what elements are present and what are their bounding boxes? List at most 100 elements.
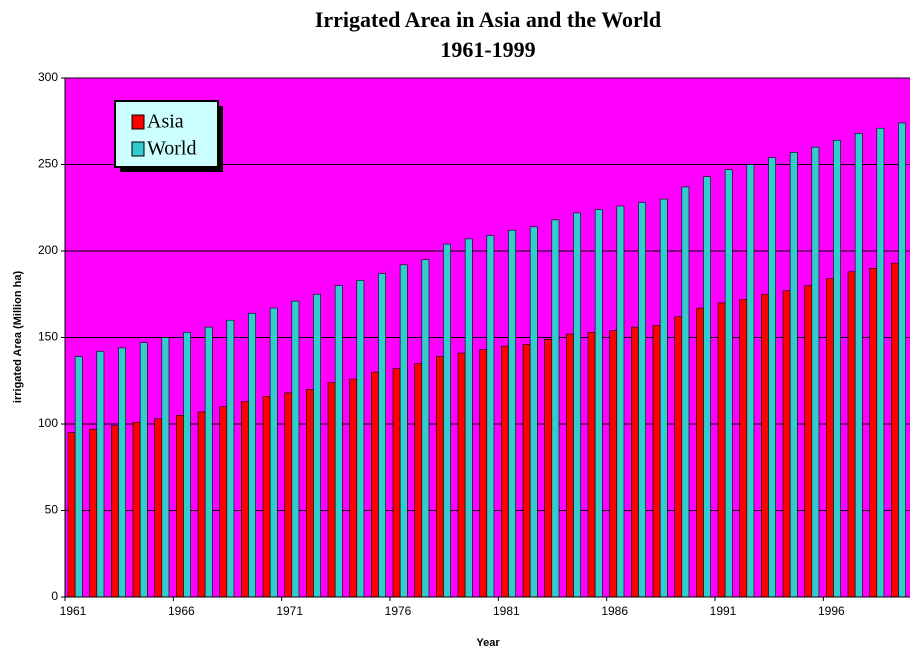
- bar: [833, 139, 841, 598]
- legend-swatch: [131, 141, 145, 157]
- bar: [443, 243, 451, 598]
- chart-subtitle: 1961-1999: [440, 37, 535, 62]
- bar: [139, 342, 148, 598]
- bar: [616, 205, 625, 598]
- bar: [761, 293, 769, 598]
- bar: [551, 219, 560, 598]
- x-tick-label: 1976: [385, 604, 412, 618]
- bar: [789, 152, 798, 598]
- bar: [334, 285, 343, 598]
- bar: [154, 418, 163, 598]
- bar: [89, 428, 98, 598]
- bar: [248, 312, 256, 598]
- bar: [132, 421, 141, 598]
- bar: [501, 345, 509, 598]
- bar: [399, 264, 408, 598]
- bar: [724, 169, 733, 598]
- bar: [284, 392, 293, 598]
- bar: [847, 271, 856, 598]
- x-tick-label: 1981: [493, 604, 520, 618]
- bar: [67, 432, 76, 598]
- y-tick-label: 300: [38, 70, 58, 84]
- bar: [436, 356, 444, 598]
- legend-label: Asia: [147, 111, 184, 133]
- y-tick-label: 100: [38, 416, 58, 430]
- bar: [204, 326, 213, 598]
- x-tick-label: 1961: [60, 604, 87, 618]
- bar: [392, 368, 401, 598]
- x-axis-label: Year: [476, 637, 500, 649]
- bar: [876, 127, 885, 598]
- bar: [522, 344, 531, 598]
- bar: [826, 278, 834, 598]
- bar: [479, 349, 488, 598]
- bar: [566, 333, 574, 598]
- bar: [457, 352, 466, 598]
- bar: [226, 319, 235, 598]
- bar: [811, 146, 820, 598]
- bar: [161, 337, 170, 598]
- bar: [508, 229, 516, 598]
- bar: [854, 133, 863, 598]
- bar: [327, 382, 336, 598]
- bar: [529, 226, 538, 598]
- bar: [768, 157, 776, 598]
- y-tick-label: 0: [51, 589, 58, 603]
- bar: [262, 396, 271, 598]
- bar: [891, 262, 899, 598]
- bar: [804, 285, 813, 598]
- bar: [898, 122, 906, 598]
- bar: [674, 316, 683, 598]
- bar: [241, 401, 249, 598]
- bar: [652, 325, 661, 598]
- bar: [378, 273, 386, 598]
- bar: [869, 267, 878, 598]
- bar: [638, 202, 646, 598]
- y-tick-label: 50: [45, 503, 59, 517]
- y-tick-label: 200: [38, 243, 58, 257]
- bar: [544, 338, 553, 598]
- bar: [356, 280, 365, 598]
- bar: [609, 330, 618, 598]
- bar: [681, 186, 690, 598]
- bar: [464, 238, 473, 598]
- bar: [183, 332, 191, 598]
- bar: [739, 299, 748, 598]
- legend-swatch: [131, 114, 145, 130]
- chart-title: Irrigated Area in Asia and the World: [315, 7, 661, 32]
- bar: [696, 307, 704, 598]
- bar: [219, 406, 228, 598]
- bar: [573, 212, 581, 598]
- bar: [631, 326, 639, 598]
- bar: [74, 356, 83, 598]
- x-tick-label: 1971: [276, 604, 303, 618]
- y-tick-label: 150: [38, 330, 58, 344]
- bar: [118, 347, 126, 598]
- bar: [111, 425, 119, 598]
- x-tick-label: 1966: [168, 604, 195, 618]
- y-axis-label: irrigated Area (Million ha): [12, 271, 24, 404]
- bar: [703, 176, 711, 598]
- bar: [587, 332, 596, 598]
- bar: [96, 351, 105, 598]
- bar: [269, 307, 278, 598]
- legend-label: World: [147, 138, 197, 160]
- bar: [782, 290, 791, 598]
- x-tick-label: 1986: [601, 604, 628, 618]
- y-tick-label: 250: [38, 157, 58, 171]
- bar: [291, 300, 300, 598]
- bar: [421, 259, 430, 598]
- bar: [197, 411, 206, 598]
- bar: [176, 415, 184, 598]
- bar: [349, 378, 358, 598]
- bar: [746, 164, 755, 598]
- bar: [486, 235, 495, 598]
- bar: [313, 293, 321, 598]
- bar: [371, 371, 379, 598]
- x-tick-label: 1996: [818, 604, 845, 618]
- bar: [594, 209, 603, 598]
- bar: [306, 389, 314, 598]
- bar: [659, 198, 668, 598]
